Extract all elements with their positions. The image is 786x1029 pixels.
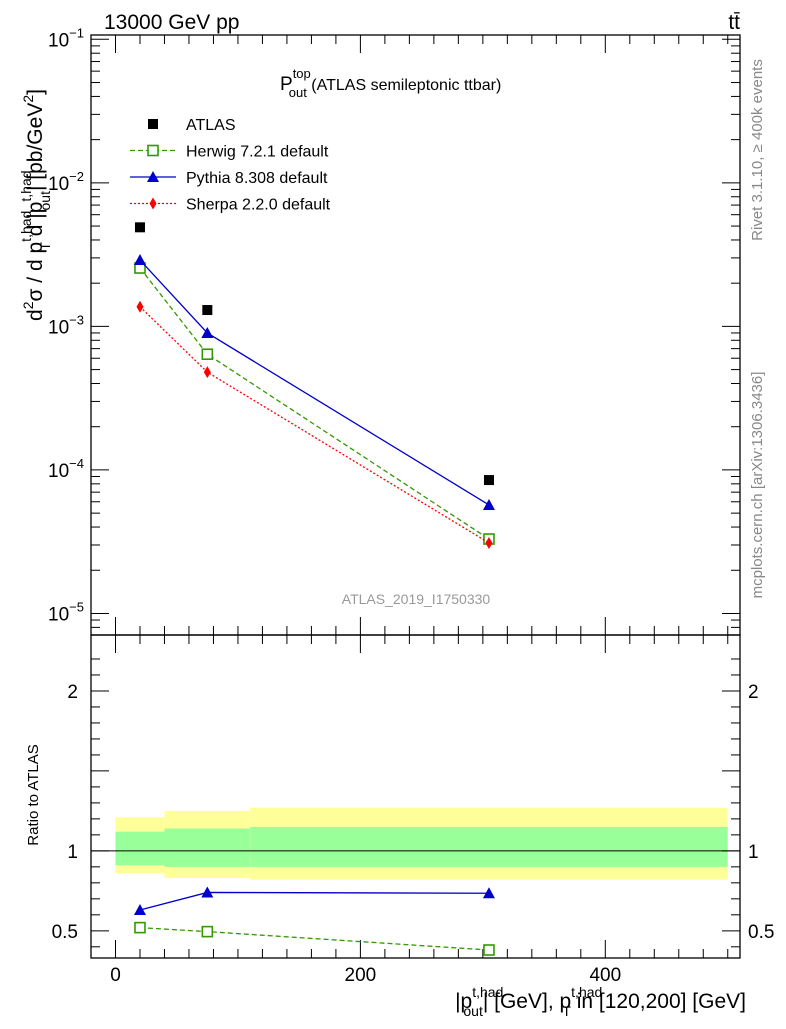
ratio-uncertainty-bands	[115, 807, 728, 880]
pythia-point	[201, 326, 214, 338]
legend-marker-sherpa	[149, 197, 157, 210]
legend-marker-herwig	[147, 144, 159, 157]
herwig-ratio-point	[201, 925, 214, 938]
series-pythia	[133, 254, 495, 510]
sherpa-line	[139, 306, 490, 544]
header-process: tt̄	[728, 11, 740, 34]
legend-label-sherpa: Sherpa 2.2.0 default	[186, 197, 331, 214]
header-energy: 13000 GeV pp	[104, 11, 239, 34]
herwig-ratio-point	[483, 944, 495, 956]
rivet-label: Rivet 3.1.10, ≥ 400k events	[749, 59, 766, 241]
x-axis-label: |pt,had out| [GeV], pt,had T in [120,200] …	[455, 984, 746, 1019]
atlas-point	[483, 475, 494, 486]
series-herwig	[134, 262, 495, 545]
x-tick-label: 400	[589, 965, 621, 986]
pythia-line	[139, 259, 490, 506]
green-band	[115, 831, 165, 866]
herwig-line	[139, 267, 490, 540]
sherpa-point	[136, 300, 144, 313]
ratio-y-tick-label: 0.5	[52, 922, 78, 943]
legend-label-herwig: Herwig 7.2.1 default	[186, 144, 329, 161]
ratio-y-tick-label: 1	[67, 842, 78, 863]
herwig-ratio-point	[134, 921, 146, 934]
plot-title: Ptop out (ATLAS semileptonic ttbar)	[280, 66, 501, 100]
green-band	[164, 828, 251, 867]
pythia-ratio-point	[482, 887, 495, 899]
pythia-ratio-line	[139, 891, 489, 911]
main-y-tick-label: 10−4	[48, 456, 84, 482]
legend-marker-atlas	[148, 119, 158, 129]
ratio-y-tick-label-right: 1	[748, 842, 759, 863]
atlas-point	[202, 305, 213, 316]
green-band	[250, 826, 728, 867]
ratio-series-herwig	[134, 921, 495, 956]
pythia-point	[133, 254, 146, 266]
ratio-y-tick-label: 2	[67, 682, 78, 703]
sherpa-point	[485, 536, 493, 549]
atlas-point	[134, 222, 145, 233]
ratio-frame	[90, 634, 741, 959]
pythia-point	[482, 498, 495, 510]
x-tick-label: 200	[345, 965, 377, 986]
series-atlas	[134, 222, 494, 486]
legend-label-atlas: ATLAS	[186, 117, 236, 134]
axes: 10−1 10−2 10−3 10−4 10−5 2 2 1 1 0.5 0.5 0 200 400	[48, 25, 774, 986]
legend-marker-pythia	[147, 171, 159, 182]
data-series	[133, 222, 495, 956]
legend: ATLAS Herwig 7.2.1 default Pythia 8.308 de…	[130, 117, 331, 214]
herwig-ratio-line	[139, 926, 490, 951]
pythia-ratio-point	[133, 904, 146, 916]
main-y-tick-label: 10−5	[48, 599, 84, 625]
legend-label-pythia: Pythia 8.308 default	[186, 170, 328, 187]
analysis-id-label: ATLAS_2019_I1750330	[342, 591, 491, 607]
series-sherpa	[136, 300, 493, 549]
ratio-series-pythia	[133, 886, 495, 916]
pythia-ratio-point	[201, 886, 214, 898]
ratio-y-tick-label-right: 2	[748, 682, 759, 703]
ratio-y-axis-label: Ratio to ATLAS	[25, 744, 42, 845]
x-tick-label: 0	[110, 965, 121, 986]
main-y-tick-label: 10−3	[48, 312, 84, 338]
herwig-point	[201, 348, 214, 361]
mcplots-label: mcplots.cern.ch [arXiv:1306.3436]	[749, 372, 766, 599]
main-y-tick-label: 10−2	[48, 169, 84, 195]
main-y-axis-label: d2σ / d pt,hadT d |pt,had out| [pb/GeV2]	[18, 89, 53, 321]
main-y-tick-label: 10−1	[48, 25, 84, 51]
ratio-y-tick-label-right: 0.5	[748, 922, 774, 943]
sherpa-point	[203, 366, 211, 379]
